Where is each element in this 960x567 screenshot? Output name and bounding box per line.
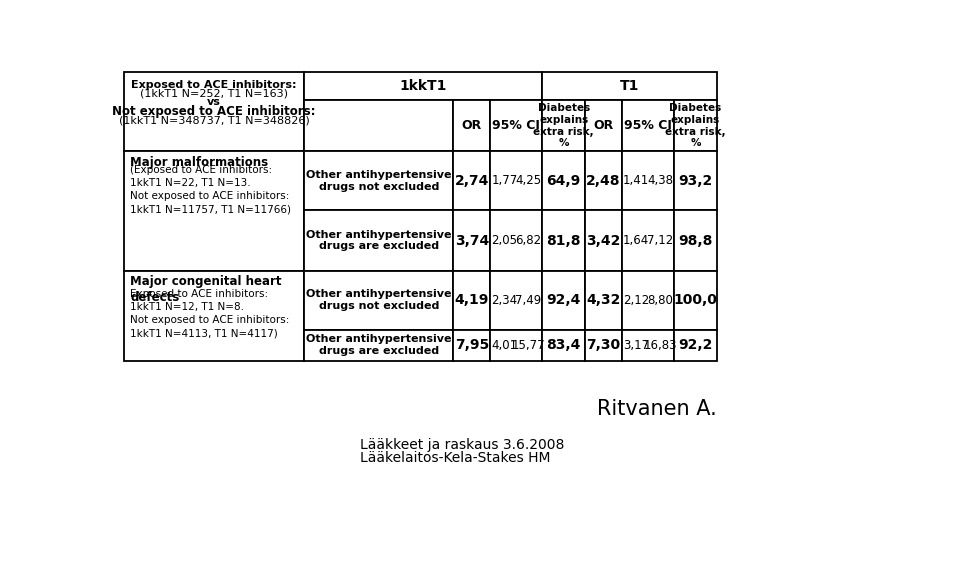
- Text: Other antihypertensive
drugs not excluded: Other antihypertensive drugs not exclude…: [306, 289, 451, 311]
- Bar: [453, 270, 491, 330]
- Bar: [491, 270, 542, 330]
- Text: 1kkT1: 1kkT1: [399, 79, 447, 93]
- Bar: [542, 151, 585, 210]
- Bar: [674, 270, 717, 330]
- Text: 3,42: 3,42: [587, 234, 621, 248]
- Text: 4,19: 4,19: [455, 293, 489, 307]
- Text: 95% CI: 95% CI: [624, 119, 672, 132]
- Text: 16,83: 16,83: [643, 338, 677, 352]
- Text: 2,05: 2,05: [492, 234, 517, 247]
- Text: Major congenital heart
defects: Major congenital heart defects: [130, 275, 281, 304]
- Bar: [585, 270, 622, 330]
- Bar: [491, 151, 542, 210]
- Bar: [453, 100, 491, 151]
- Text: Other antihypertensive
drugs not excluded: Other antihypertensive drugs not exclude…: [306, 170, 451, 192]
- Bar: [304, 151, 453, 210]
- Bar: [674, 151, 717, 210]
- Bar: [304, 210, 453, 270]
- Text: Diabetes
explains
extra risk,
%: Diabetes explains extra risk, %: [534, 103, 594, 148]
- Bar: [453, 330, 491, 361]
- Text: 2,34: 2,34: [492, 294, 517, 307]
- Text: 1,77: 1,77: [492, 174, 517, 187]
- Text: vs: vs: [207, 96, 221, 107]
- Bar: [622, 330, 674, 361]
- Text: 6,82: 6,82: [516, 234, 541, 247]
- Text: 100,0: 100,0: [674, 293, 717, 307]
- Bar: [585, 151, 622, 210]
- Text: 92,2: 92,2: [679, 338, 712, 352]
- Text: 1,41: 1,41: [623, 174, 649, 187]
- Text: Other antihypertensive
drugs are excluded: Other antihypertensive drugs are exclude…: [306, 230, 451, 251]
- Text: 92,4: 92,4: [546, 293, 581, 307]
- Bar: [453, 151, 491, 210]
- Text: 2,12: 2,12: [623, 294, 649, 307]
- Bar: [491, 100, 542, 151]
- Bar: [542, 210, 585, 270]
- Text: 98,8: 98,8: [679, 234, 712, 248]
- Text: 83,4: 83,4: [546, 338, 581, 352]
- Text: 7,49: 7,49: [516, 294, 541, 307]
- Text: T1: T1: [620, 79, 639, 93]
- Text: OR: OR: [593, 119, 613, 132]
- Bar: [674, 100, 717, 151]
- Text: 4,38: 4,38: [647, 174, 673, 187]
- Bar: [124, 270, 304, 361]
- Bar: [674, 210, 717, 270]
- Text: 7,12: 7,12: [647, 234, 673, 247]
- Bar: [304, 100, 453, 151]
- Text: (Exposed to ACE inhibitors:
1kkT1 N=22, T1 N=13.
Not exposed to ACE inhibitors:
: (Exposed to ACE inhibitors: 1kkT1 N=22, …: [130, 165, 291, 215]
- Bar: [304, 330, 453, 361]
- Bar: [622, 210, 674, 270]
- Text: Other antihypertensive
drugs are excluded: Other antihypertensive drugs are exclude…: [306, 335, 451, 356]
- Text: Lääkkeet ja raskaus 3.6.2008: Lääkkeet ja raskaus 3.6.2008: [360, 438, 564, 452]
- Bar: [542, 330, 585, 361]
- Bar: [585, 330, 622, 361]
- Bar: [585, 210, 622, 270]
- Bar: [491, 330, 542, 361]
- Text: 81,8: 81,8: [546, 234, 581, 248]
- Text: 3,17: 3,17: [623, 338, 649, 352]
- Text: Exposed to ACE inhibitors:
1kkT1 N=12, T1 N=8.
Not exposed to ACE inhibitors:
1k: Exposed to ACE inhibitors: 1kkT1 N=12, T…: [130, 289, 290, 338]
- Bar: [542, 72, 717, 100]
- Text: 4,25: 4,25: [516, 174, 541, 187]
- Text: 93,2: 93,2: [679, 174, 712, 188]
- Text: 8,80: 8,80: [647, 294, 673, 307]
- Text: Major malformations: Major malformations: [130, 156, 268, 169]
- Bar: [304, 72, 542, 100]
- Text: Ritvanen A.: Ritvanen A.: [597, 399, 717, 419]
- Text: 15,77: 15,77: [512, 338, 545, 352]
- Bar: [622, 270, 674, 330]
- Bar: [674, 330, 717, 361]
- Bar: [542, 100, 585, 151]
- Bar: [585, 100, 622, 151]
- Text: 4,32: 4,32: [587, 293, 621, 307]
- Text: 2,74: 2,74: [455, 174, 489, 188]
- Text: (1kkT1 N=252, T1 N=163): (1kkT1 N=252, T1 N=163): [140, 88, 288, 98]
- Text: OR: OR: [462, 119, 482, 132]
- Bar: [124, 72, 304, 151]
- Text: 64,9: 64,9: [546, 174, 581, 188]
- Text: (1kkT1 N=348737, T1 N=348826): (1kkT1 N=348737, T1 N=348826): [119, 116, 309, 126]
- Text: 95% CI: 95% CI: [492, 119, 540, 132]
- Bar: [622, 100, 674, 151]
- Text: 7,30: 7,30: [587, 338, 621, 352]
- Text: Not exposed to ACE inhibitors:: Not exposed to ACE inhibitors:: [112, 105, 316, 118]
- Text: 2,48: 2,48: [587, 174, 621, 188]
- Text: 1,64: 1,64: [623, 234, 649, 247]
- Bar: [542, 270, 585, 330]
- Bar: [453, 210, 491, 270]
- Text: Exposed to ACE inhibitors:: Exposed to ACE inhibitors:: [132, 79, 297, 90]
- Text: 4,01: 4,01: [492, 338, 517, 352]
- Text: Lääkelaitos-Kela-Stakes HM: Lääkelaitos-Kela-Stakes HM: [360, 451, 551, 465]
- Text: 3,74: 3,74: [455, 234, 489, 248]
- Bar: [622, 151, 674, 210]
- Bar: [304, 270, 453, 330]
- Bar: [124, 151, 304, 270]
- Text: Diabetes
explains
extra risk,
%: Diabetes explains extra risk, %: [665, 103, 726, 148]
- Text: 7,95: 7,95: [455, 338, 489, 352]
- Bar: [491, 210, 542, 270]
